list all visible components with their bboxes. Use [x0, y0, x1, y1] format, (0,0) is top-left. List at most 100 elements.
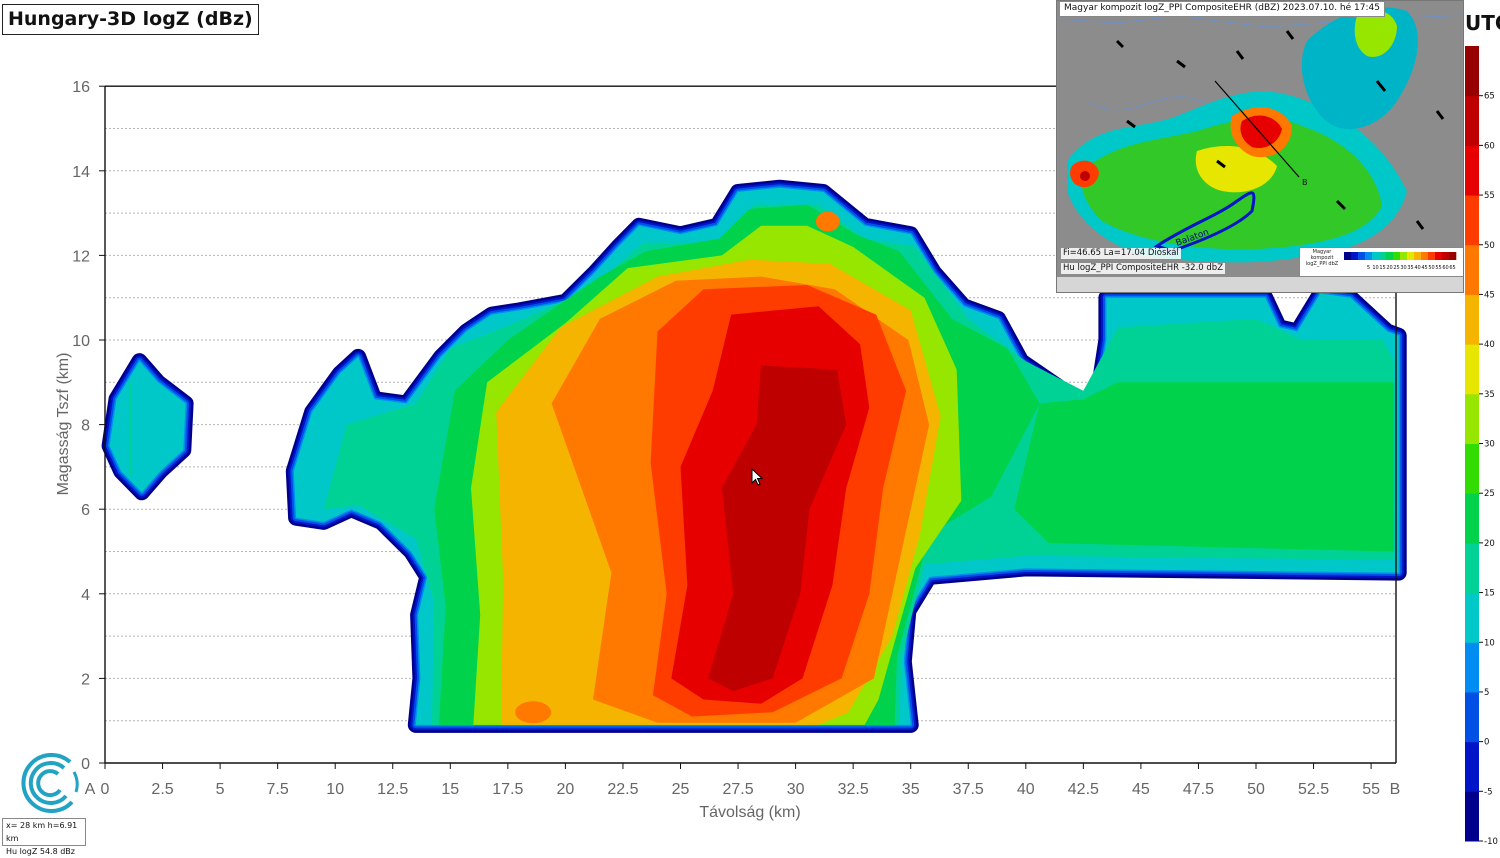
- colorbar-tick-label: 10: [1484, 638, 1495, 648]
- inset-legend-tick: 30: [1400, 265, 1406, 271]
- x-tick-label: 32.5: [838, 781, 869, 798]
- y-tick-label: 12: [72, 248, 90, 265]
- colorbar-swatch: [1465, 294, 1479, 345]
- x-tick-label: 17.5: [492, 781, 523, 798]
- omsz-logo: [21, 753, 79, 813]
- x-tick-label: 27.5: [722, 781, 753, 798]
- colorbar-swatch: [1465, 642, 1479, 693]
- y-tick-label: 16: [72, 79, 90, 96]
- y-tick-label: 8: [81, 418, 90, 435]
- colorbar-swatch: [1465, 145, 1479, 196]
- colorbar-swatch: [1465, 195, 1479, 246]
- endpoint-a-label: A: [85, 781, 96, 798]
- inset-legend-swatch: [1365, 252, 1373, 260]
- inset-legend-swatch: [1379, 252, 1387, 260]
- colorbar-tick-label: -10: [1484, 837, 1498, 846]
- x-tick-label: 25: [672, 781, 690, 798]
- inset-legend-swatch: [1358, 252, 1366, 260]
- readout-value: Hu logZ 54.8 dBz: [6, 847, 75, 856]
- x-tick-label: 30: [787, 781, 805, 798]
- inset-legend-swatch: [1428, 252, 1436, 260]
- x-tick-label: 40: [1017, 781, 1035, 798]
- x-tick-label: 37.5: [953, 781, 984, 798]
- x-tick-label: 10: [326, 781, 344, 798]
- colorbar-tick-label: 15: [1484, 589, 1495, 599]
- x-tick-label: 5: [216, 781, 225, 798]
- colorbar-swatch: [1465, 741, 1479, 792]
- colorbar-tick-label: 25: [1484, 489, 1495, 499]
- utc-label: UTC: [1462, 8, 1500, 38]
- inset-legend-swatch: [1407, 252, 1415, 260]
- radar-map-inset[interactable]: B Balaton Magyar kompozit logZ_PPI Compo…: [1056, 0, 1464, 293]
- inset-legend-swatch: [1393, 252, 1401, 260]
- inset-legend-bar: 5 10 15 20 25 30 35 40 45 50 55 60 65: [1344, 252, 1457, 271]
- inset-legend-swatch: [1351, 252, 1359, 260]
- colorbar-swatch: [1465, 592, 1479, 643]
- colorbar-tick-label: 50: [1484, 241, 1495, 251]
- inset-legend-tick: 45: [1421, 265, 1427, 271]
- radar-map: B Balaton: [1057, 1, 1463, 292]
- inset-legend-tick: 20: [1386, 265, 1392, 271]
- x-tick-label: 45: [1132, 781, 1150, 798]
- reflectivity-contours: [101, 179, 1407, 733]
- inset-legend-swatch: [1344, 252, 1352, 260]
- x-tick-label: 42.5: [1068, 781, 1099, 798]
- y-tick-label: 14: [72, 164, 90, 181]
- endpoint-b-label: B: [1390, 781, 1401, 798]
- y-tick-label: 0: [81, 756, 90, 773]
- chart-title: Hungary-3D logZ (dBz): [2, 4, 259, 35]
- reflectivity-cross-section-chart[interactable]: 0 2 4 6 8 10 12 14 16 0 2.5 5 7.5 10 12.5 15 17.5 20 22.5 2…: [0, 0, 1460, 846]
- y-tick-label: 10: [72, 333, 90, 350]
- mouse-cursor-icon: [751, 468, 764, 486]
- y-axis-title: Magasság Tszf (km): [55, 353, 72, 496]
- colorbar-tick-label: 5: [1484, 688, 1489, 698]
- inset-legend: Magyar kompozit logZ_PPI dbZ 5 10 15 20 25 30…: [1299, 247, 1463, 277]
- colorbar-swatch: [1465, 95, 1479, 146]
- contour-60dbz: [708, 365, 847, 692]
- inset-coords: Fi=46.65 La=17.04 Dióskál: [1061, 248, 1181, 259]
- x-tick-label: 52.5: [1298, 781, 1329, 798]
- colorbar-tick-label: 0: [1484, 738, 1489, 748]
- colorbar-swatch: [1465, 244, 1479, 295]
- colorbar-tick-label: 60: [1484, 141, 1495, 151]
- inset-legend-tick: 60: [1442, 265, 1448, 271]
- anvil-20dbz: [1014, 382, 1395, 552]
- y-tick-label: 6: [81, 502, 90, 519]
- x-tick-label: 0: [101, 781, 110, 798]
- inset-legend-tick: 40: [1414, 265, 1420, 271]
- y-tick-label: 4: [81, 587, 90, 604]
- colorbar-swatch: [1465, 344, 1479, 395]
- cloud-top-core: [815, 211, 840, 232]
- x-tick-label: 50: [1247, 781, 1265, 798]
- colorbar-tick-label: 35: [1484, 390, 1495, 400]
- colorbar-swatch: [1465, 791, 1479, 842]
- inset-legend-swatch: [1386, 252, 1394, 260]
- colorbar-swatch: [1465, 542, 1479, 594]
- inset-value-readout: Hu logZ_PPI CompositeEHR -32.0 dbZ: [1061, 263, 1226, 274]
- inset-legend-tick: 10: [1372, 265, 1378, 271]
- x-tick-label: 35: [902, 781, 920, 798]
- cursor-readout: x= 28 km h=6.91 km Hu logZ 54.8 dBz: [2, 818, 86, 856]
- x-tick-label: 55: [1362, 781, 1380, 798]
- x-tick-label: 12.5: [377, 781, 408, 798]
- colorbar-tick-label: -5: [1484, 787, 1492, 797]
- colorbar-swatch: [1465, 493, 1479, 544]
- inset-title: Magyar kompozit logZ_PPI CompositeEHR (d…: [1059, 1, 1385, 17]
- x-tick-label: 20: [557, 781, 575, 798]
- readout-position: x= 28 km h=6.91 km: [6, 821, 78, 843]
- inset-legend-swatch: [1414, 252, 1422, 260]
- x-axis-title: Távolság (km): [699, 804, 800, 821]
- colorbar-tick-label: 45: [1484, 290, 1495, 300]
- inset-legend-swatch: [1421, 252, 1429, 260]
- colorbar-tick-label: 40: [1484, 340, 1495, 350]
- low-level-core: [515, 701, 552, 724]
- colorbar-tick-label: 20: [1484, 539, 1495, 549]
- inset-legend-tick: 65: [1449, 265, 1455, 271]
- inset-legend-tick: 15: [1379, 265, 1385, 271]
- inset-legend-swatch: [1449, 252, 1457, 260]
- inset-legend-label: Magyar kompozit logZ_PPI dbZ: [1305, 249, 1339, 267]
- small-cell: [109, 361, 186, 493]
- inset-legend-swatch: [1442, 252, 1450, 260]
- inset-legend-tick: 25: [1393, 265, 1399, 271]
